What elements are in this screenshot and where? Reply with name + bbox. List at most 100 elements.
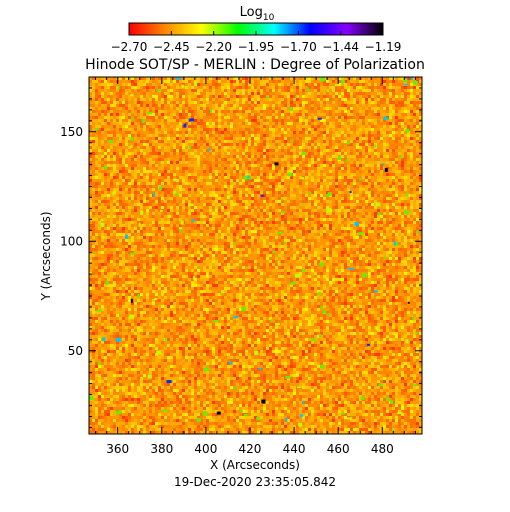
heatmap-cell — [359, 119, 362, 122]
heatmap-cell — [407, 113, 410, 116]
heatmap-cell — [317, 155, 320, 158]
heatmap-cell — [140, 167, 143, 170]
heatmap-cell — [230, 173, 233, 176]
heatmap-cell — [110, 131, 113, 134]
heatmap-cell — [389, 131, 392, 134]
heatmap-cell — [278, 107, 281, 110]
heatmap-cell — [179, 113, 182, 116]
heatmap-cell — [98, 125, 101, 128]
heatmap-cell — [284, 125, 287, 128]
heatmap-cell — [383, 122, 386, 125]
heatmap-cell — [113, 110, 116, 113]
heatmap-cell — [287, 197, 290, 200]
heatmap-cell — [368, 131, 371, 134]
heatmap-cell — [347, 185, 350, 188]
heatmap-cell — [248, 191, 251, 194]
heatmap-cell — [383, 167, 386, 170]
heatmap-cell — [131, 140, 134, 143]
heatmap-cell — [200, 188, 203, 191]
heatmap-cell — [254, 170, 257, 173]
heatmap-cell — [284, 155, 287, 158]
heatmap-cell — [314, 194, 317, 197]
heatmap-cell — [143, 167, 146, 170]
heatmap-cell — [263, 80, 266, 83]
heatmap-cell — [242, 164, 245, 167]
heatmap-cell — [344, 146, 347, 149]
heatmap-cell — [293, 146, 296, 149]
heatmap-cell — [128, 149, 131, 152]
heatmap-cell — [200, 98, 203, 101]
heatmap-cell — [407, 170, 410, 173]
heatmap-cell — [359, 107, 362, 110]
heatmap-cell — [233, 77, 236, 80]
heatmap-cell — [314, 155, 317, 158]
heatmap-cell — [326, 161, 329, 164]
heatmap-cell — [230, 185, 233, 188]
heatmap-cell — [365, 116, 368, 119]
heatmap-cell — [263, 173, 266, 176]
heatmap-cell — [278, 125, 281, 128]
heatmap-cell — [398, 152, 401, 155]
heatmap-cell — [317, 92, 320, 95]
heatmap-cell — [266, 107, 269, 110]
heatmap-cell — [314, 116, 317, 119]
heatmap-cell — [254, 167, 257, 170]
heatmap-cell — [320, 203, 323, 206]
heatmap-cell — [92, 116, 95, 119]
heatmap-cell — [371, 98, 374, 101]
heatmap-cell — [233, 101, 236, 104]
heatmap-cell — [140, 86, 143, 89]
heatmap-cell — [242, 122, 245, 125]
heatmap-cell — [407, 143, 410, 146]
heatmap-cell — [221, 143, 224, 146]
heatmap-cell — [203, 146, 206, 149]
heatmap-cell — [389, 77, 392, 80]
heatmap-cell — [305, 164, 308, 167]
heatmap-cell — [233, 173, 236, 176]
heatmap-cell — [419, 164, 422, 167]
heatmap-cell — [344, 179, 347, 182]
heatmap-cell — [281, 173, 284, 176]
heatmap-cell — [323, 182, 326, 185]
heatmap-cell — [212, 83, 215, 86]
heatmap-cell — [407, 179, 410, 182]
heatmap-cell — [107, 149, 110, 152]
heatmap-cell — [125, 95, 128, 98]
heatmap-cell — [200, 152, 203, 155]
heatmap-cell — [410, 176, 413, 179]
heatmap-cell — [131, 128, 134, 131]
heatmap-cell — [395, 131, 398, 134]
heatmap-cell — [152, 128, 155, 131]
heatmap-cell — [203, 131, 206, 134]
heatmap-cell — [122, 122, 125, 125]
heatmap-cell — [239, 155, 242, 158]
heatmap-cell — [242, 83, 245, 86]
heatmap-cell — [134, 80, 137, 83]
heatmap-cell — [182, 194, 185, 197]
heatmap-cell — [302, 185, 305, 188]
heatmap-cell — [230, 152, 233, 155]
heatmap-cell — [395, 95, 398, 98]
heatmap-cell — [284, 182, 287, 185]
colorbar-tick-label: −1.44 — [322, 40, 359, 54]
heatmap-cell — [308, 92, 311, 95]
heatmap-cell — [209, 179, 212, 182]
heatmap-cell — [416, 131, 419, 134]
heatmap-cell — [143, 77, 146, 80]
heatmap-cell — [323, 110, 326, 113]
heatmap-cell — [290, 113, 293, 116]
heatmap-cell — [110, 164, 113, 167]
heatmap-cell — [125, 134, 128, 137]
heatmap-cell — [281, 98, 284, 101]
heatmap-cell — [290, 89, 293, 92]
heatmap-cell — [125, 89, 128, 92]
heatmap-cell — [185, 209, 188, 212]
heatmap-cell — [266, 77, 269, 80]
heatmap-cell — [344, 89, 347, 92]
heatmap-cell — [230, 206, 233, 209]
heatmap-cell — [233, 167, 236, 170]
heatmap-cell — [401, 173, 404, 176]
heatmap-cell — [308, 116, 311, 119]
heatmap-cell — [104, 209, 107, 212]
heatmap-cell — [119, 101, 122, 104]
